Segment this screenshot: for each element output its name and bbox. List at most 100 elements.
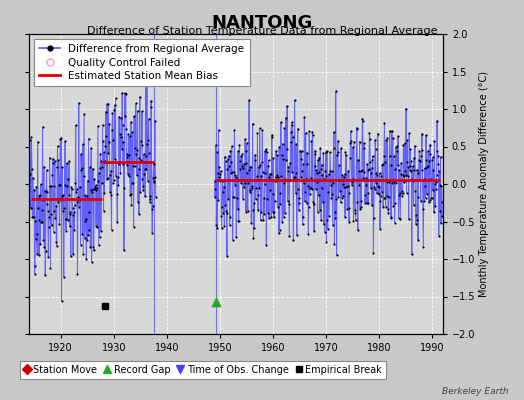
Point [257,209,266,216]
Point [234,148,242,154]
Point [85,226,93,233]
Point [261,148,269,154]
Point [318,185,326,192]
Point [37,181,45,188]
Point [418,130,426,137]
Point [97,180,106,186]
Point [387,214,396,221]
Point [255,184,264,191]
Point [381,195,389,201]
Point [144,178,152,184]
Point [309,199,318,205]
Point [142,153,150,160]
Point [36,241,45,247]
Point [438,199,446,205]
Point [408,176,417,182]
Point [431,203,440,210]
Point [29,214,37,220]
Point [367,165,376,171]
Point [116,131,124,138]
Point [139,187,148,193]
Point [258,169,267,176]
Point [406,166,414,173]
Point [409,178,417,184]
Point [96,165,104,172]
Point [104,101,112,108]
Point [359,169,368,175]
Point [369,250,377,256]
Point [76,197,84,204]
Point [64,192,73,198]
Point [134,108,142,114]
Point [352,124,361,131]
Point [341,214,349,220]
Point [272,173,281,180]
Point [100,149,108,155]
Point [344,205,353,211]
Point [217,225,226,231]
Point [291,190,300,197]
Point [386,214,395,221]
Point [45,224,53,230]
Point [410,167,419,174]
Point [433,118,441,124]
Point [73,271,82,277]
Point [404,164,412,170]
Point [435,168,443,174]
Point [406,146,414,152]
Point [435,208,444,214]
Point [140,166,149,172]
Point [339,181,347,188]
Point [92,187,101,193]
Point [266,171,274,178]
Point [365,130,374,136]
Point [431,186,440,192]
Point [406,163,414,169]
Point [278,152,286,158]
Point [239,165,247,171]
Point [113,190,121,197]
Point [358,116,366,122]
Point [257,172,265,179]
Point [242,160,250,166]
Point [372,170,380,176]
Point [386,128,394,134]
Point [239,196,247,202]
Point [222,210,231,216]
Point [219,188,227,195]
Point [40,164,48,170]
Point [419,206,427,212]
Point [396,216,405,222]
Point [227,158,236,165]
Text: NANTONG: NANTONG [211,14,313,32]
Point [340,173,348,180]
Point [263,196,271,202]
Point [395,167,403,173]
Point [52,242,61,249]
Point [380,120,389,126]
Point [375,184,383,190]
Point [400,178,408,185]
Point [311,148,319,154]
Point [422,132,430,138]
Point [355,168,363,174]
Point [415,148,423,154]
Point [270,197,279,204]
Point [308,128,316,135]
Point [48,222,56,228]
Point [243,170,252,176]
Point [412,221,420,227]
Point [106,189,114,196]
Point [53,143,62,149]
Point [272,148,280,154]
Point [233,176,242,183]
Point [284,168,292,174]
Point [391,166,400,172]
Point [214,197,222,204]
Point [245,188,254,195]
Point [310,228,318,234]
Point [147,104,156,110]
Point [412,212,420,218]
Point [327,195,335,202]
Point [398,192,406,199]
